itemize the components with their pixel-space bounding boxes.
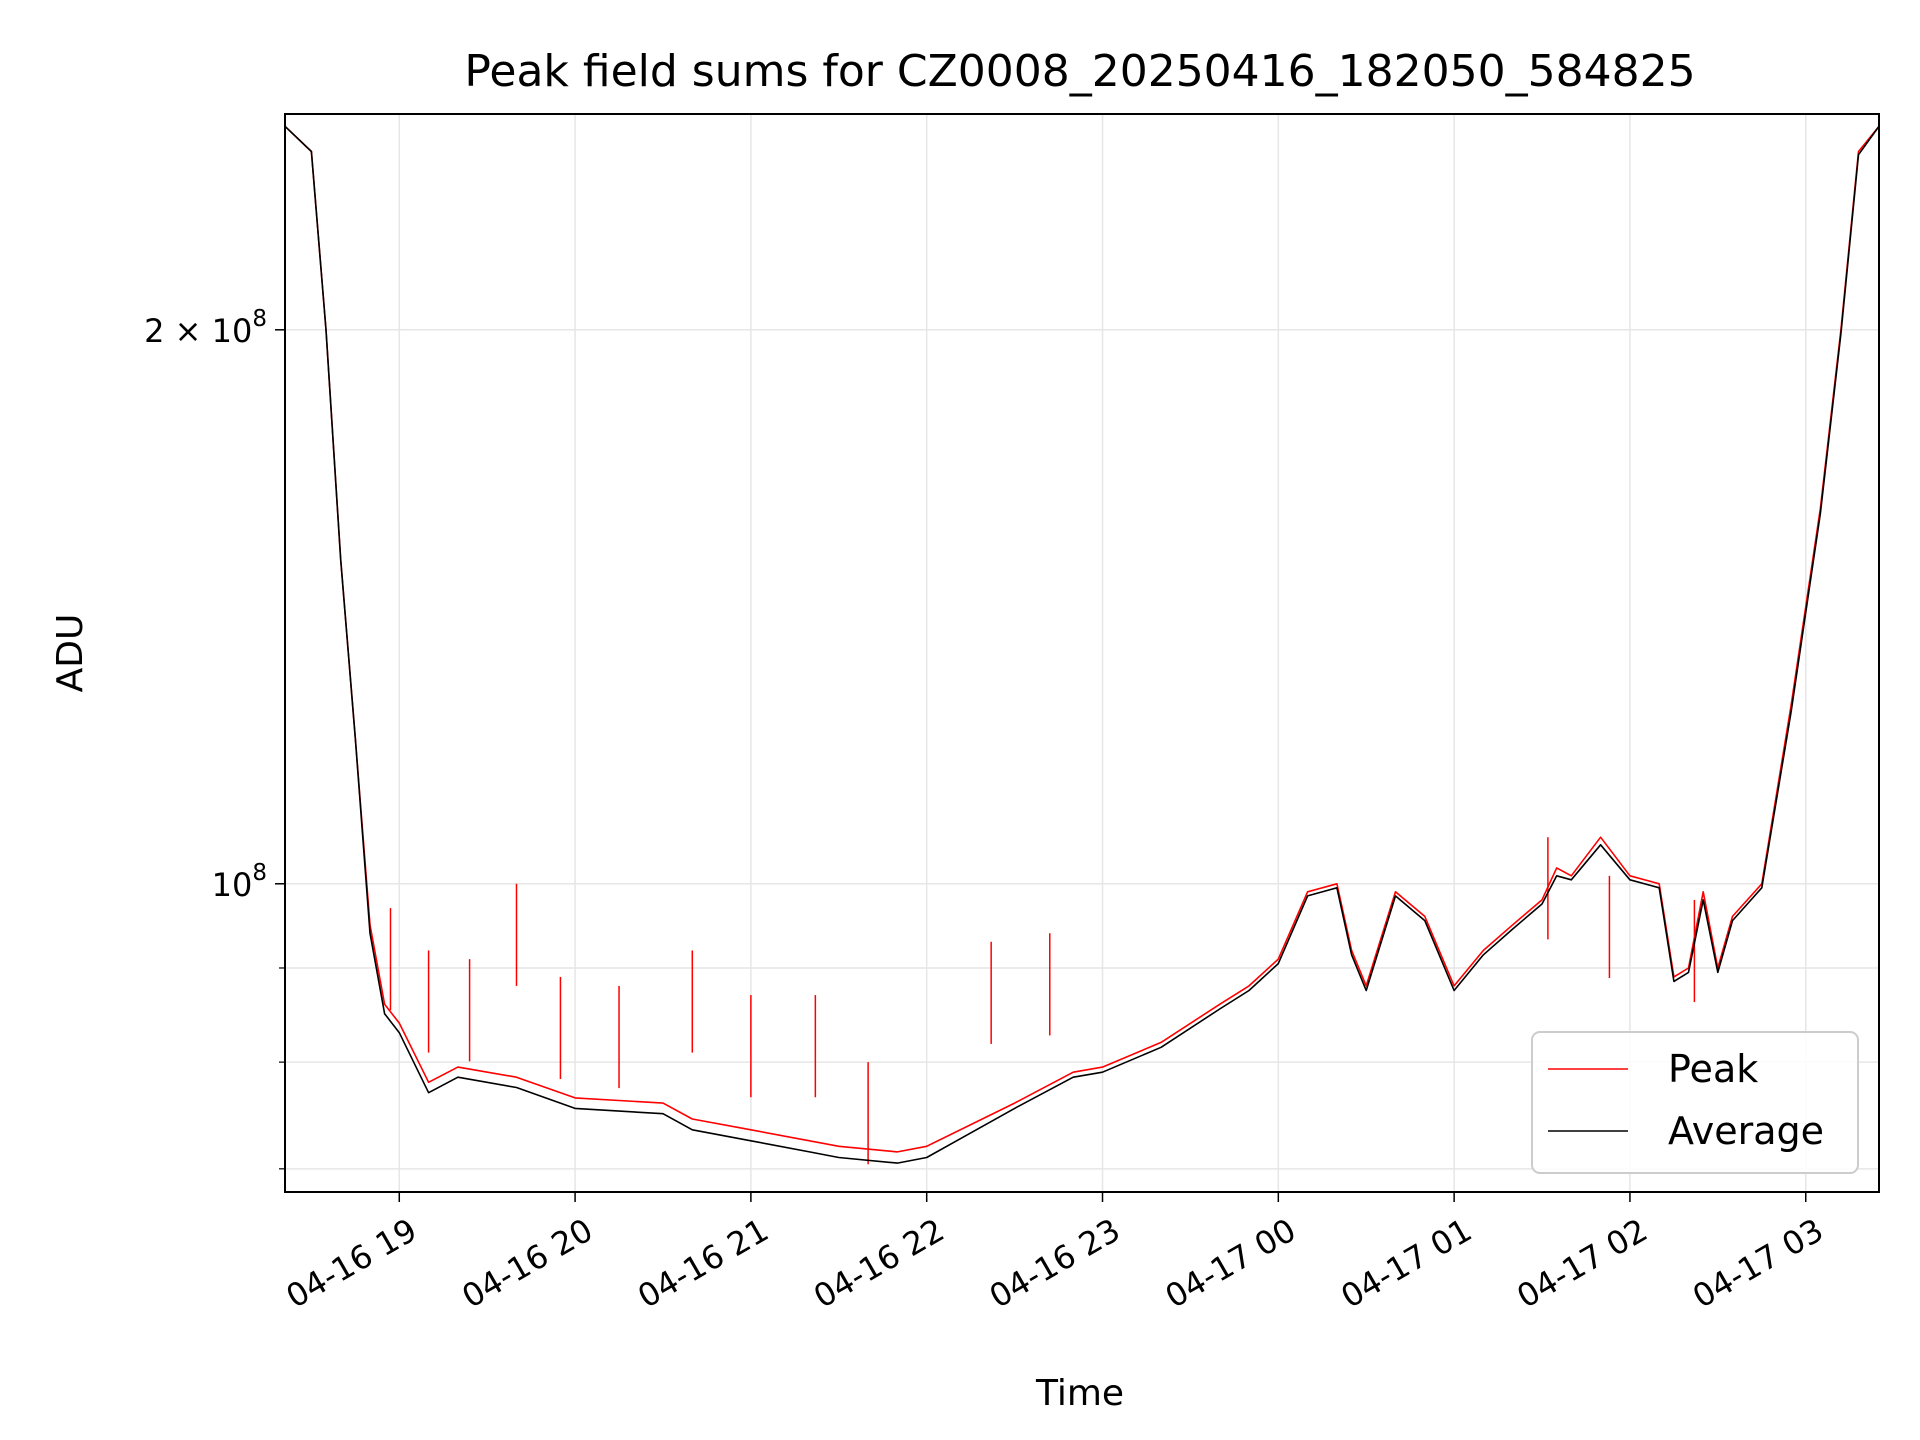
x-tick-label: 04-17 02: [1510, 1211, 1654, 1316]
x-axis-ticks: 04-16 19 04-16 20 04-16 21 04-16 22 04-16 23…: [280, 1192, 1830, 1316]
legend-box: [1531, 1031, 1859, 1174]
x-tick-label: 04-16 22: [807, 1211, 951, 1316]
series-line-peak: [284, 125, 1880, 1153]
x-tick-label: 04-16 23: [983, 1211, 1127, 1316]
x-tick-label: 04-16 20: [455, 1211, 599, 1316]
legend-label-average: Average: [1668, 1109, 1824, 1153]
series-line-average: [284, 125, 1880, 1164]
x-tick-label: 04-17 03: [1686, 1211, 1830, 1316]
x-tick-label: 04-16 21: [631, 1211, 775, 1316]
plot-area-frame: [284, 113, 1880, 1193]
legend: Peak Average: [1531, 1031, 1859, 1174]
y-tick-label: 2 × 108: [144, 306, 267, 350]
x-tick-label: 04-17 00: [1159, 1211, 1303, 1316]
y-axis-label: ADU: [50, 614, 91, 693]
x-tick-label: 04-17 01: [1335, 1211, 1479, 1316]
chart-title: Peak field sums for CZ0008_20250416_1820…: [464, 46, 1695, 97]
legend-label-peak: Peak: [1668, 1047, 1758, 1091]
x-axis-label: Time: [1035, 1373, 1124, 1414]
y-tick-label: 108: [212, 860, 267, 904]
grid-lines: [285, 114, 1879, 1192]
plot-lines: [284, 125, 1880, 1165]
y-axis-ticks: 108 2 × 108: [144, 306, 285, 1170]
x-tick-label: 04-16 19: [280, 1211, 424, 1316]
